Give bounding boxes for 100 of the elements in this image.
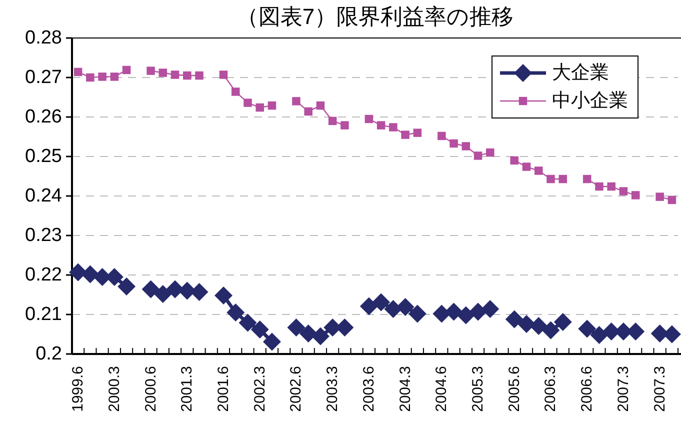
point xyxy=(554,313,572,332)
point xyxy=(328,116,337,126)
point xyxy=(226,304,245,322)
point xyxy=(360,297,378,316)
point xyxy=(158,68,168,77)
point xyxy=(250,320,269,339)
point xyxy=(578,320,596,338)
x-tick-label: 2006.3 xyxy=(542,366,560,412)
point xyxy=(607,182,616,191)
point xyxy=(231,88,240,96)
point xyxy=(486,148,494,157)
y-tick-label: 0.2 xyxy=(36,344,62,364)
x-tick-label: 2006.6 xyxy=(578,366,596,412)
point xyxy=(170,70,180,79)
point xyxy=(256,103,264,112)
point xyxy=(376,121,386,130)
x-tick-label: 2000.3 xyxy=(106,366,123,412)
y-tick-label: 0.21 xyxy=(25,304,62,325)
point xyxy=(590,326,608,344)
point xyxy=(219,70,228,79)
point xyxy=(518,314,536,333)
point xyxy=(510,156,519,165)
point xyxy=(396,298,414,316)
point xyxy=(311,327,330,346)
point xyxy=(146,66,155,75)
point xyxy=(304,107,312,116)
y-tick-label: 0.23 xyxy=(25,225,62,246)
point xyxy=(262,332,281,351)
point xyxy=(122,66,131,74)
x-tick-label: 2002.3 xyxy=(251,366,268,412)
point xyxy=(74,68,82,76)
y-tick-label: 0.25 xyxy=(25,146,62,167)
point xyxy=(469,302,488,321)
x-tick-label: 2000.6 xyxy=(142,366,160,412)
y-tick-label: 0.22 xyxy=(25,264,62,286)
y-tick-label: 0.28 xyxy=(25,28,62,48)
point xyxy=(582,174,592,184)
point xyxy=(456,306,475,324)
x-tick-label: 2007.3 xyxy=(651,366,668,412)
point xyxy=(595,182,604,191)
point xyxy=(340,121,349,130)
x-tick-label: 2001.3 xyxy=(178,366,196,412)
point xyxy=(438,132,446,140)
legend-label: 大企業 xyxy=(552,62,609,84)
point xyxy=(81,265,100,284)
point xyxy=(619,187,628,196)
point xyxy=(631,191,640,200)
point xyxy=(656,192,664,201)
point xyxy=(530,316,548,335)
point xyxy=(474,152,482,160)
point xyxy=(98,72,106,81)
point xyxy=(183,71,192,80)
point xyxy=(668,196,676,204)
point xyxy=(244,98,252,107)
point xyxy=(505,310,524,328)
point xyxy=(372,293,390,312)
point xyxy=(462,142,470,150)
y-tick-label: 0.26 xyxy=(25,106,62,128)
point xyxy=(522,162,531,171)
point xyxy=(432,304,451,323)
x-tick-label: 1999.6 xyxy=(70,366,87,412)
point xyxy=(389,123,398,132)
point xyxy=(110,72,119,81)
point xyxy=(214,286,232,305)
y-tick-label: 0.27 xyxy=(25,67,62,88)
x-tick-label: 2004.3 xyxy=(396,366,414,412)
x-tick-label: 2007.3 xyxy=(614,366,632,412)
point xyxy=(450,139,458,148)
point xyxy=(542,321,560,340)
point xyxy=(195,71,204,80)
point xyxy=(142,280,160,298)
x-tick-label: 2004.6 xyxy=(433,366,450,412)
x-tick-label: 2003.6 xyxy=(360,366,378,412)
point xyxy=(413,128,422,137)
point xyxy=(287,318,306,337)
point xyxy=(154,284,172,303)
point xyxy=(384,300,402,318)
x-tick-label: 2005.6 xyxy=(506,366,523,412)
point xyxy=(86,73,94,82)
legend-label: 中小企業 xyxy=(552,90,628,112)
point xyxy=(292,97,300,106)
point xyxy=(238,314,257,332)
point xyxy=(316,101,325,110)
x-tick-label: 2005.3 xyxy=(470,366,487,412)
point xyxy=(299,324,318,342)
point xyxy=(408,304,426,323)
x-tick-label: 2002.6 xyxy=(288,366,305,412)
point xyxy=(444,302,463,321)
point xyxy=(546,174,555,184)
chart-title: （図表7）限界利益率の推移 xyxy=(236,4,514,29)
point xyxy=(558,174,567,184)
point xyxy=(534,166,543,175)
point xyxy=(401,130,410,139)
x-tick-label: 2003.3 xyxy=(324,366,342,412)
point xyxy=(69,263,88,282)
point xyxy=(118,277,136,296)
point xyxy=(268,101,276,110)
point xyxy=(364,114,374,124)
x-tick-label: 2001.6 xyxy=(215,366,232,412)
point xyxy=(481,300,500,318)
